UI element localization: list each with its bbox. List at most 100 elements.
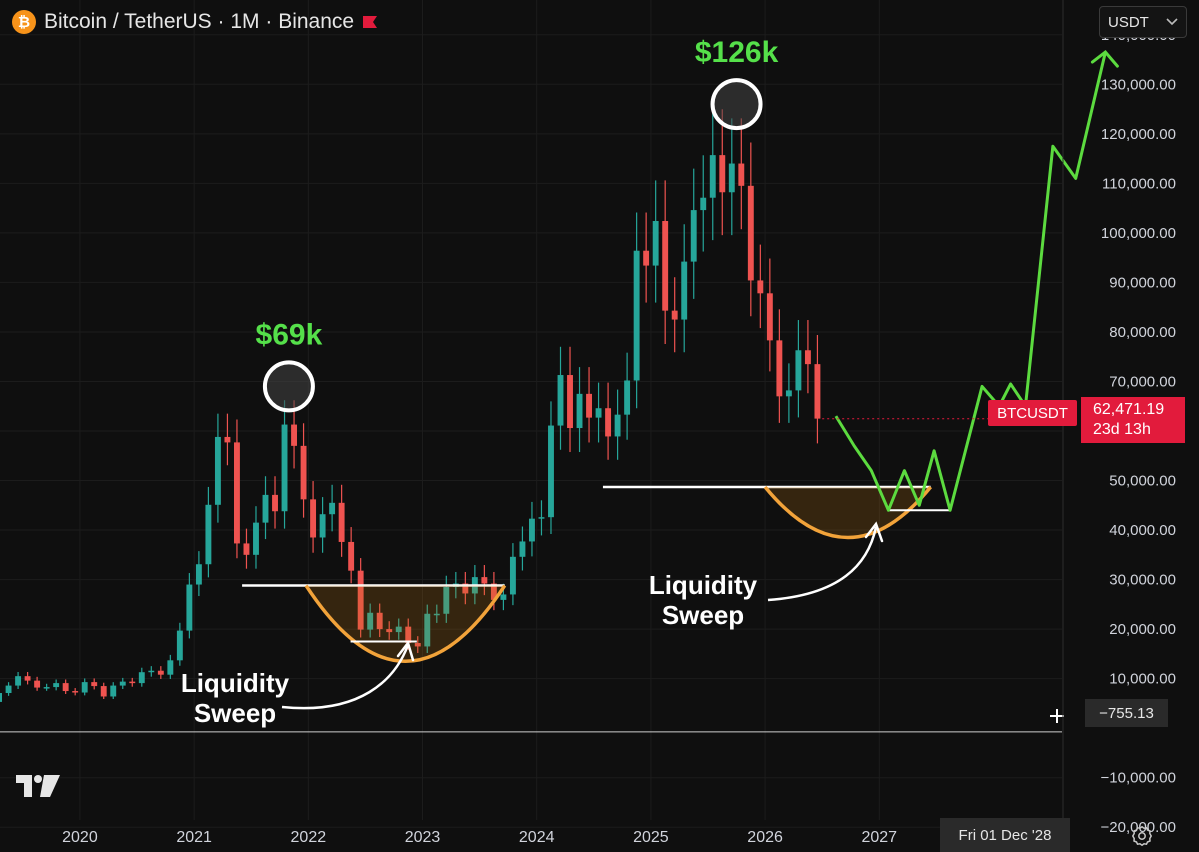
- peak-label: $69k: [256, 318, 323, 351]
- candle-body: [357, 570, 364, 630]
- candle: [519, 526, 526, 571]
- sweep-arrowhead: [864, 521, 884, 543]
- candle: [785, 363, 792, 423]
- candle: [690, 168, 697, 299]
- gear-icon[interactable]: [1130, 824, 1154, 848]
- candle: [148, 666, 155, 677]
- candle-body: [300, 445, 307, 500]
- candle: [586, 367, 592, 443]
- candle: [747, 142, 754, 317]
- candle: [538, 500, 545, 536]
- candle: [395, 618, 402, 640]
- peak-label: $126k: [695, 36, 779, 69]
- candle-body: [224, 436, 231, 443]
- candle: [338, 484, 345, 557]
- candle-body: [633, 250, 640, 381]
- candle-body: [443, 587, 450, 614]
- candle: [348, 527, 355, 584]
- candle-body: [652, 220, 659, 266]
- chart-grid: [0, 0, 1062, 828]
- candle: [253, 506, 259, 569]
- candle: [0, 693, 2, 702]
- candle: [367, 603, 374, 638]
- candle-body: [738, 163, 745, 186]
- liquidity-sweep-label: Liquidity: [181, 668, 290, 698]
- candle-body: [671, 310, 678, 320]
- candle-body: [310, 499, 317, 538]
- peak-circle: [710, 78, 763, 131]
- candle: [614, 389, 621, 460]
- candle-body: [804, 350, 811, 365]
- candle: [81, 678, 88, 696]
- candle-body: [548, 425, 554, 518]
- candle-body: [766, 293, 773, 341]
- candle: [671, 277, 678, 353]
- candle-body: [424, 613, 431, 647]
- candle: [138, 667, 145, 687]
- candle-body: [433, 613, 440, 616]
- candle-body: [110, 685, 117, 697]
- candle: [5, 682, 12, 696]
- candle-body: [253, 522, 259, 555]
- candle: [91, 678, 98, 690]
- candle-body: [234, 442, 240, 544]
- y-tick-label: −10,000.00: [1101, 770, 1177, 787]
- candle: [633, 212, 640, 409]
- candle: [205, 486, 212, 578]
- chart-title-bar[interactable]: ₿ Bitcoin / TetherUS · 1M · Binance: [12, 8, 378, 36]
- candle: [357, 558, 364, 638]
- candle: [557, 346, 564, 450]
- candle: [624, 352, 631, 440]
- candle: [129, 677, 136, 687]
- candle: [319, 497, 326, 553]
- candle-body: [747, 185, 754, 281]
- y-tick-label: 110,000.00: [1102, 175, 1176, 192]
- candle: [281, 400, 288, 529]
- candle-body: [567, 375, 573, 429]
- candle: [176, 622, 183, 666]
- candle: [804, 320, 811, 394]
- crosshair-price-badge: −755.13: [1085, 699, 1168, 727]
- candle-body: [138, 672, 145, 684]
- candle-body: [319, 514, 326, 538]
- candle: [576, 367, 583, 453]
- candle-body: [700, 197, 707, 211]
- candle: [376, 603, 383, 638]
- candle: [224, 413, 231, 466]
- y-tick-label: 20,000.00: [1109, 621, 1176, 638]
- tradingview-logo-icon: [16, 775, 60, 797]
- flag-icon[interactable]: [362, 14, 378, 30]
- candle-body: [148, 670, 155, 673]
- crosshair-cursor-icon: [1050, 709, 1064, 723]
- candle: [481, 565, 488, 596]
- y-tick-label: 10,000.00: [1109, 671, 1176, 688]
- candle-body: [728, 163, 735, 193]
- time-axis: 2020 2021 2022 2023 2024 2025 2026 2027: [62, 829, 897, 846]
- y-tick-label: 130,000.00: [1101, 76, 1176, 93]
- candle-body: [157, 670, 164, 675]
- sweep-arrowhead: [396, 640, 415, 662]
- candle-body: [367, 612, 374, 630]
- candle-body: [62, 683, 69, 692]
- symbol-badge: BTCUSDT: [988, 400, 1077, 426]
- sweep-arrow: [767, 526, 878, 602]
- candle: [567, 346, 573, 453]
- candle-body: [386, 629, 393, 633]
- sweep-zone-curve: [763, 485, 933, 540]
- candle-body: [100, 686, 107, 697]
- y-tick-label: 40,000.00: [1109, 522, 1176, 539]
- candle-body: [348, 541, 355, 571]
- candle-countdown: 23d 13h: [1093, 421, 1151, 438]
- candle: [262, 476, 269, 540]
- x-tick-label: 2020: [62, 829, 98, 846]
- candle-body: [91, 682, 98, 687]
- candle-body: [329, 502, 336, 515]
- candle-body: [557, 375, 564, 426]
- currency-select[interactable]: USDT: [1099, 6, 1187, 38]
- last-price-value: 62,471.19: [1093, 401, 1165, 418]
- candle: [72, 688, 79, 696]
- candle-body: [81, 682, 88, 693]
- candle-body: [262, 494, 269, 523]
- candle-body: [176, 630, 183, 661]
